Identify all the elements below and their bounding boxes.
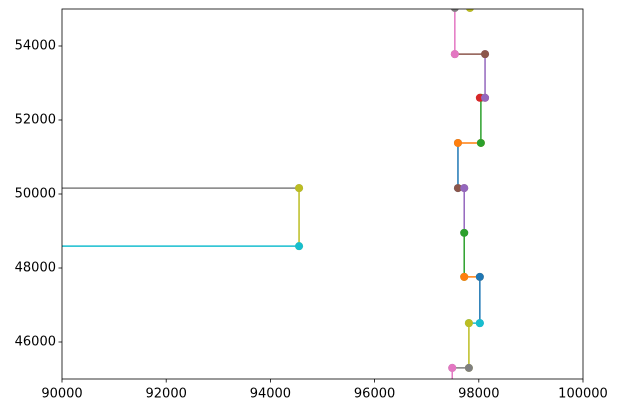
point-marker	[295, 242, 304, 251]
point-marker	[466, 9, 474, 12]
y-tick-label: 46000	[15, 335, 56, 350]
point-marker	[450, 9, 459, 12]
point-marker	[6, 184, 14, 192]
point-marker	[460, 228, 469, 237]
x-tick-label: 94000	[250, 387, 291, 402]
x-tick-label: 96000	[354, 387, 395, 402]
y-tick-label: 48000	[15, 261, 56, 276]
point-marker	[453, 138, 462, 147]
point-marker	[481, 50, 490, 59]
point-marker	[464, 319, 473, 328]
point-marker	[450, 50, 459, 59]
point-marker	[448, 363, 457, 372]
x-tick-label: 98000	[458, 387, 499, 402]
point-marker	[475, 272, 484, 281]
x-tick-label: 90000	[41, 387, 82, 402]
axes-frame	[61, 8, 584, 380]
y-tick-label: 54000	[15, 39, 56, 54]
point-marker	[460, 184, 469, 193]
point-marker	[6, 242, 14, 250]
point-marker	[468, 9, 472, 10]
x-tick-label: 100000	[558, 387, 608, 402]
point-marker	[464, 363, 473, 372]
point-marker	[476, 138, 485, 147]
point-marker	[448, 382, 456, 390]
point-marker	[460, 272, 469, 281]
y-tick-label: 52000	[15, 113, 56, 128]
point-marker	[295, 184, 304, 193]
point-marker	[481, 93, 490, 102]
plot-area	[6, 9, 490, 390]
point-marker	[453, 184, 462, 193]
y-tick-label: 50000	[15, 187, 56, 202]
x-tick-label: 92000	[146, 387, 187, 402]
point-marker	[475, 319, 484, 328]
